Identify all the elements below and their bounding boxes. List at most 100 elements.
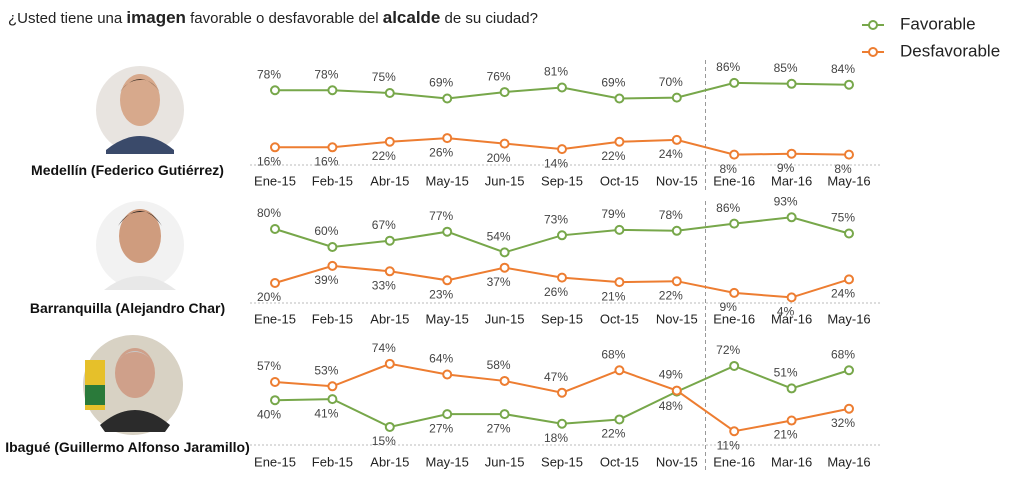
x-tick-label: Nov-15 [656,454,698,469]
value-label: 77% [429,209,453,223]
point [442,409,453,420]
x-tick-label: Jun-15 [485,173,525,188]
point [557,82,567,93]
value-label: 15% [372,434,396,448]
value-label: 16% [314,154,338,168]
x-tick-label: Jun-15 [485,311,525,326]
value-label: 23% [429,287,453,301]
point [614,277,625,288]
title-part: imagen [126,8,186,27]
value-label: 22% [601,427,625,441]
point [671,276,682,287]
value-label: 86% [716,60,740,74]
point [499,87,510,98]
point [729,218,740,229]
value-label: 26% [429,145,453,159]
value-label: 14% [544,156,568,170]
value-label: 21% [601,289,625,303]
x-tick-label: May-16 [827,311,870,326]
x-tick-label: Abr-15 [370,173,409,188]
point [384,266,395,277]
photo [96,201,184,290]
value-label: 60% [314,224,338,238]
point [557,272,567,283]
x-tick-label: Ene-16 [713,311,755,326]
point [499,138,510,149]
value-label: 47% [544,370,568,384]
value-label: 9% [777,161,795,175]
panel-label: Medellín (Federico Gutiérrez) [31,162,224,178]
point [671,134,682,145]
value-label: 37% [487,275,511,289]
point [442,133,453,144]
value-label: 24% [659,147,683,161]
value-label: 27% [429,421,453,435]
point [557,144,567,155]
panel-label: Ibagué (Guillermo Alfonso Jaramillo) [5,439,250,455]
value-label: 40% [257,407,281,421]
point [327,85,338,96]
x-tick-label: Feb-15 [312,311,353,326]
value-label: 20% [257,290,281,304]
x-tick-label: Oct-15 [600,311,639,326]
value-label: 80% [257,206,281,220]
x-tick-label: Abr-15 [370,311,409,326]
x-tick-label: May-15 [426,311,469,326]
value-label: 16% [257,154,281,168]
value-label: 86% [716,201,740,215]
point [384,358,395,369]
value-label: 68% [831,347,855,361]
value-label: 67% [372,218,396,232]
point [786,78,797,89]
value-label: 41% [314,406,338,420]
value-label: 58% [487,358,511,372]
value-label: 64% [429,352,453,366]
point [499,375,510,386]
point [270,377,280,388]
value-label: 57% [257,359,281,373]
x-tick-label: Oct-15 [600,173,639,188]
x-tick-label: May-15 [426,173,469,188]
point [729,149,740,160]
legend-label: Favorable [900,14,976,33]
point [729,287,740,298]
point [327,381,338,392]
value-label: 72% [716,343,740,357]
point [327,142,338,153]
point [614,365,625,376]
point [499,262,510,273]
x-tick-label: May-15 [426,454,469,469]
point [384,235,395,246]
point [786,292,797,303]
point [557,387,567,398]
value-label: 22% [601,149,625,163]
value-label: 93% [774,194,798,208]
point [499,247,510,258]
x-tick-label: Abr-15 [370,454,409,469]
photo [96,66,184,154]
x-tick-label: Mar-16 [771,454,812,469]
panel-label: Barranquilla (Alejandro Char) [29,300,226,316]
value-label: 81% [544,65,568,79]
value-label: 79% [601,207,625,221]
value-label: 78% [257,67,281,81]
value-label: 27% [487,421,511,435]
x-tick-label: May-16 [827,454,870,469]
value-label: 22% [372,149,396,163]
point [729,426,740,437]
x-tick-label: May-16 [827,173,870,188]
x-tick-label: Ene-15 [254,311,296,326]
value-label: 75% [372,70,396,84]
x-tick-label: Jun-15 [485,454,525,469]
x-tick-label: Feb-15 [312,454,353,469]
value-label: 85% [774,61,798,75]
x-tick-label: Mar-16 [771,173,812,188]
point [270,224,280,234]
point [384,421,395,432]
value-label: 20% [487,151,511,165]
title: ¿Usted tiene una imagen favorable o desf… [8,8,538,28]
value-label: 73% [544,212,568,226]
point [671,385,682,396]
value-label: 8% [720,162,738,176]
